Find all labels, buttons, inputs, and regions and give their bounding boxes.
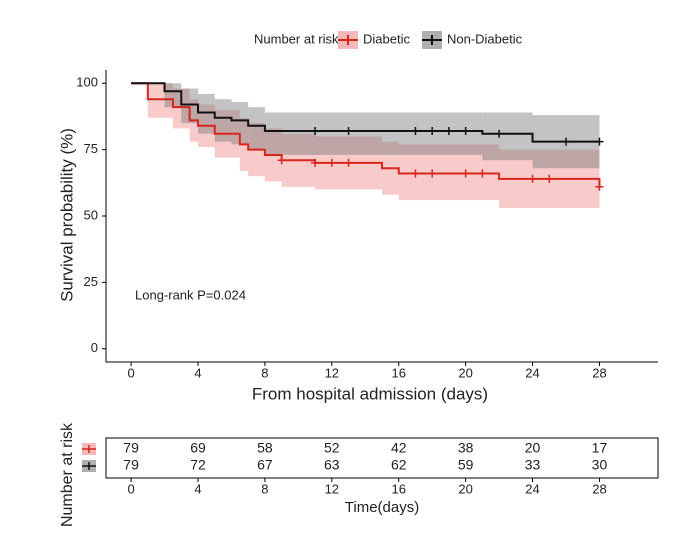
x-tick-label: 12	[325, 365, 339, 380]
legend-key-line	[421, 35, 442, 45]
risk-key-line	[82, 462, 96, 470]
risk-x-label: Time(days)	[345, 499, 419, 516]
risk-x-tick-label: 16	[391, 481, 405, 496]
censor-mark	[411, 169, 420, 178]
legend-title: Number at risk	[254, 31, 339, 46]
confidence-band	[172, 88, 190, 129]
censor-mark	[428, 127, 437, 136]
annotation: Long-rank P=0.024	[135, 287, 246, 302]
x-tick-label: 24	[525, 365, 539, 380]
risk-count: 58	[257, 440, 273, 456]
risk-x-tick-label: 0	[127, 481, 134, 496]
legend-label: Diabetic	[363, 31, 410, 46]
censor-mark	[461, 169, 470, 178]
y-tick-label: 25	[84, 274, 98, 289]
survival-line	[131, 82, 600, 143]
y-axis-label: Survival probability (%)	[57, 128, 76, 302]
risk-count: 69	[190, 440, 206, 456]
confidence-band	[147, 83, 173, 118]
censor-mark	[344, 158, 353, 167]
censor-mark	[545, 174, 554, 183]
x-tick-label: 28	[592, 365, 606, 380]
x-tick-label: 8	[261, 365, 268, 380]
y-tick-label: 75	[84, 141, 98, 156]
censor-mark	[495, 129, 504, 138]
censor-mark	[595, 137, 604, 146]
risk-count: 79	[123, 440, 139, 456]
risk-count: 79	[123, 457, 139, 473]
x-tick-label: 4	[194, 365, 201, 380]
confidence-band	[198, 93, 215, 134]
risk-count: 42	[391, 440, 407, 456]
confidence-band	[214, 99, 232, 142]
risk-x-tick-label: 12	[325, 481, 339, 496]
confidence-band	[264, 112, 483, 155]
y-tick-label: 50	[84, 207, 98, 222]
risk-x-tick-label: 8	[261, 481, 268, 496]
risk-x-tick-label: 4	[194, 481, 201, 496]
risk-y-label: Number at risk	[59, 422, 76, 527]
censor-mark	[461, 127, 470, 136]
risk-count: 20	[525, 440, 541, 456]
censor-mark	[595, 182, 604, 191]
y-tick-label: 100	[76, 75, 98, 90]
risk-count: 62	[391, 457, 407, 473]
legend-label: Non-Diabetic	[447, 31, 523, 46]
risk-x-tick-label: 24	[525, 481, 539, 496]
x-axis-label: From hospital admission (days)	[252, 384, 488, 403]
legend-key-line	[338, 35, 358, 45]
risk-x-tick-label: 28	[592, 481, 606, 496]
risk-count: 59	[458, 457, 474, 473]
confidence-band	[248, 107, 265, 150]
censor-mark	[327, 158, 336, 167]
risk-table-frame	[105, 437, 659, 479]
risk-count: 38	[458, 440, 474, 456]
risk-count: 52	[324, 440, 340, 456]
risk-count: 33	[525, 457, 541, 473]
x-tick-label: 20	[458, 365, 472, 380]
risk-count: 30	[592, 457, 608, 473]
censor-mark	[277, 156, 286, 165]
censor-mark	[562, 137, 570, 146]
risk-count: 63	[324, 457, 340, 473]
risk-count: 72	[190, 457, 206, 473]
censor-mark	[478, 169, 487, 178]
risk-count: 67	[257, 457, 273, 473]
x-tick-label: 0	[127, 365, 134, 380]
censor-mark	[311, 158, 320, 167]
censor-mark	[444, 127, 453, 136]
censor-mark	[411, 127, 420, 136]
x-tick-label: 16	[391, 365, 405, 380]
censor-mark	[311, 127, 320, 136]
confidence-band	[181, 88, 198, 124]
censor-mark	[528, 174, 537, 183]
risk-key-line	[82, 445, 96, 453]
risk-count: 17	[592, 440, 608, 456]
confidence-band	[164, 83, 182, 108]
survival-line	[131, 82, 601, 187]
y-tick-label: 0	[91, 340, 98, 355]
censor-mark	[428, 169, 437, 178]
risk-x-tick-label: 20	[458, 481, 472, 496]
confidence-band	[482, 112, 533, 161]
censor-mark	[344, 127, 353, 136]
